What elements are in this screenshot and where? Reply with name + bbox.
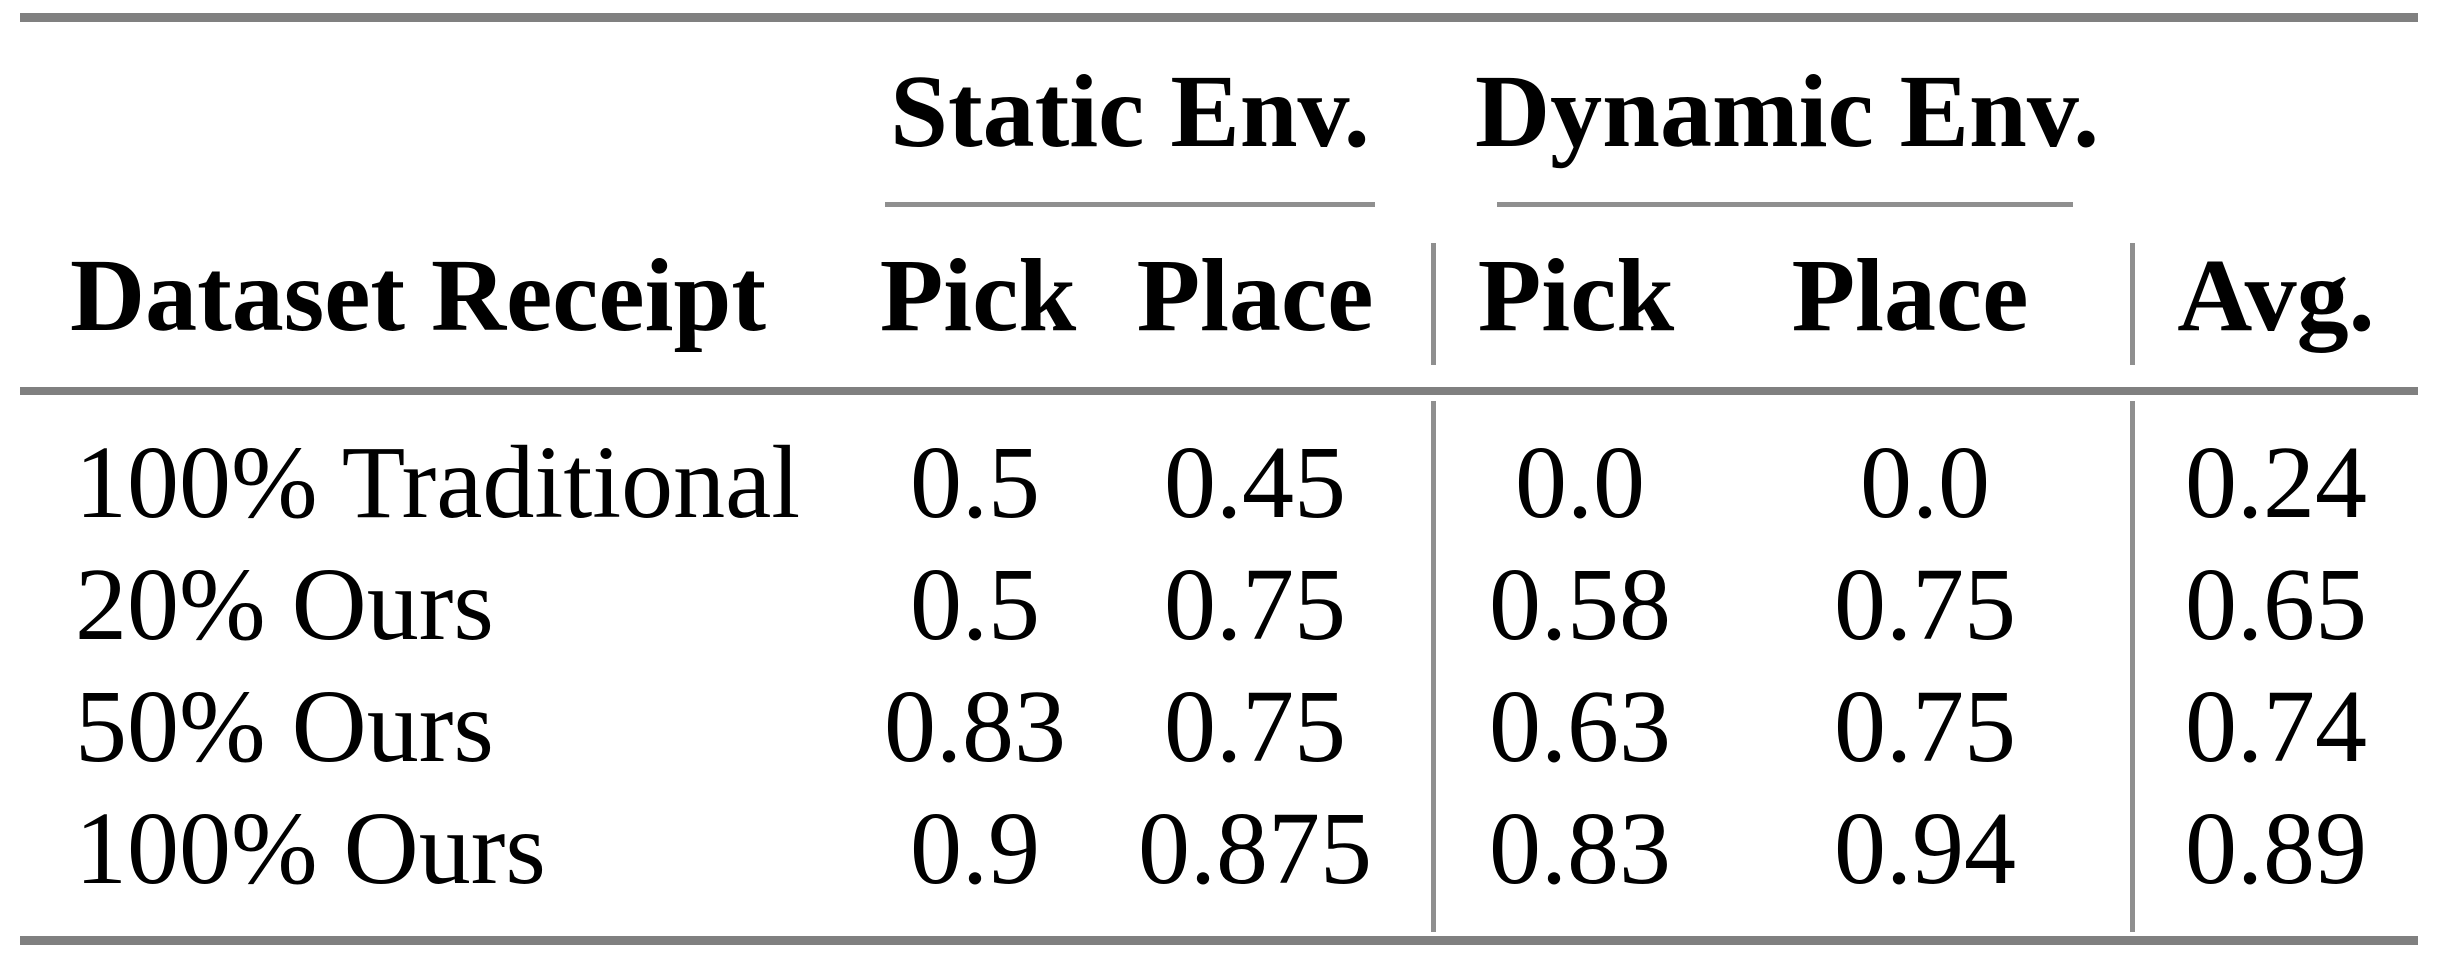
cell-static-place: 0.45 — [1164, 425, 1346, 540]
table-mid-rule — [20, 387, 2418, 395]
cell-static-pick: 0.5 — [910, 547, 1040, 662]
cell-dynamic-place: 0.0 — [1860, 425, 1990, 540]
row-label: 20% Ours — [75, 547, 494, 662]
cell-dynamic-pick: 0.83 — [1489, 791, 1671, 906]
cell-avg: 0.24 — [2185, 425, 2367, 540]
row-label: 50% Ours — [75, 669, 494, 784]
column-separator-1-header — [1431, 243, 1436, 365]
cell-dynamic-place: 0.75 — [1834, 547, 2016, 662]
cell-avg: 0.89 — [2185, 791, 2367, 906]
column-separator-2-body — [2130, 401, 2135, 932]
table-bottom-rule — [20, 936, 2418, 945]
row-label: 100% Ours — [75, 791, 546, 906]
row-label: 100% Traditional — [75, 425, 801, 540]
cell-dynamic-pick: 0.58 — [1489, 547, 1671, 662]
cell-static-place: 0.875 — [1138, 791, 1372, 906]
cell-static-place: 0.75 — [1164, 669, 1346, 784]
dynamic-env-cmidrule — [1497, 202, 2073, 207]
cell-static-pick: 0.83 — [884, 669, 1066, 784]
cell-avg: 0.74 — [2185, 669, 2367, 784]
cell-static-pick: 0.5 — [910, 425, 1040, 540]
group-header-dynamic-env: Dynamic Env. — [1475, 54, 2100, 169]
column-separator-1-body — [1431, 401, 1436, 932]
cell-static-pick: 0.9 — [910, 791, 1040, 906]
cell-dynamic-pick: 0.63 — [1489, 669, 1671, 784]
column-header-dynamic-place: Place — [1791, 238, 2029, 353]
column-header-avg: Avg. — [2177, 238, 2375, 353]
column-header-static-pick: Pick — [879, 238, 1077, 353]
group-header-static-env: Static Env. — [890, 54, 1370, 169]
cell-static-place: 0.75 — [1164, 547, 1346, 662]
static-env-cmidrule — [885, 202, 1375, 207]
table-top-rule — [20, 13, 2418, 22]
column-header-static-place: Place — [1136, 238, 1374, 353]
column-header-dynamic-pick: Pick — [1477, 238, 1675, 353]
cell-dynamic-place: 0.94 — [1834, 791, 2016, 906]
column-separator-2-header — [2130, 243, 2135, 365]
column-header-dataset-receipt: Dataset Receipt — [70, 238, 766, 353]
cell-dynamic-pick: 0.0 — [1515, 425, 1645, 540]
cell-avg: 0.65 — [2185, 547, 2367, 662]
cell-dynamic-place: 0.75 — [1834, 669, 2016, 784]
